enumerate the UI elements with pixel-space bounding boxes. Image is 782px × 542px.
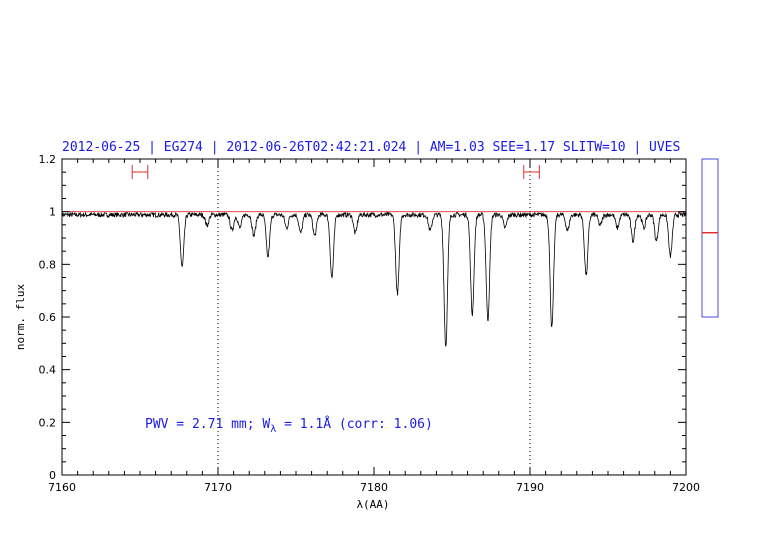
x-tick-labels: 7160 7170 7180 7190 7200 xyxy=(48,481,700,494)
spectrum-line xyxy=(61,211,687,347)
side-gauge xyxy=(701,158,719,318)
spectrum-series xyxy=(61,211,687,347)
x-tick-label: 7190 xyxy=(516,481,544,494)
y-tick-label: 0.6 xyxy=(39,311,57,324)
annotation-suffix: = 1.1Å (corr: 1.06) xyxy=(276,416,433,432)
x-tick-label: 7170 xyxy=(204,481,232,494)
y-tick-label: 0.4 xyxy=(39,364,57,377)
y-tick-label: 0 xyxy=(49,469,56,482)
y-axis-label: norm. flux xyxy=(14,284,27,351)
continuum-windows xyxy=(131,165,540,179)
gauge-box xyxy=(701,158,719,318)
x-tick-label: 7200 xyxy=(672,481,700,494)
x-tick-label: 7160 xyxy=(48,481,76,494)
y-tick-label: 1 xyxy=(49,206,56,219)
y-tick-label: 1.2 xyxy=(39,153,57,166)
y-tick-label: 0.2 xyxy=(39,416,57,429)
chart-title: 2012-06-25 | EG274 | 2012-06-26T02:42:21… xyxy=(62,140,680,155)
annotation-subscript: λ xyxy=(270,424,276,435)
plot-frame xyxy=(61,158,687,476)
x-axis-label: λ(AA) xyxy=(356,498,389,511)
x-tick-label: 7180 xyxy=(360,481,388,494)
y-tick-label: 0.8 xyxy=(39,258,57,271)
y-tick-labels: 0 0.2 0.4 0.6 0.8 1 1.2 xyxy=(39,153,57,482)
pwv-annotation: PWV = 2.71 mm; Wλ = 1.1Å (corr: 1.06) xyxy=(145,416,433,435)
annotation-prefix: PWV = 2.71 mm; W xyxy=(145,417,270,432)
